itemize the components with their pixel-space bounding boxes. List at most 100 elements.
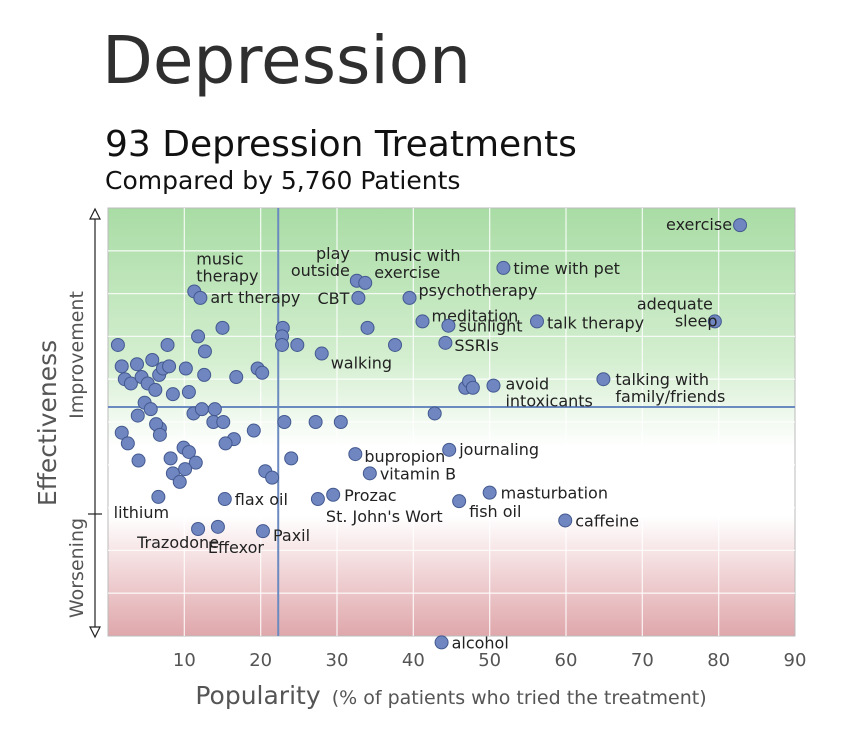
point-label-line: play — [316, 244, 350, 263]
scatter-point — [218, 436, 233, 451]
point-label: Paxil — [273, 526, 310, 545]
scatter-point — [326, 487, 341, 502]
x-tick-label: 20 — [249, 650, 272, 671]
x-axis-label: Popularity (% of patients who tried the … — [195, 681, 706, 710]
scatter-point — [172, 474, 187, 489]
point-label: lithium — [114, 503, 169, 522]
scatter-point — [114, 425, 129, 440]
point-label: psychotherapy — [419, 281, 538, 300]
scatter-point — [402, 290, 417, 305]
point-label-line: walking — [331, 354, 392, 373]
scatter-point — [194, 402, 209, 417]
scatter-point — [351, 290, 366, 305]
point-label: flax oil — [235, 490, 288, 509]
scatter-point — [114, 359, 129, 374]
scatter-point — [441, 318, 456, 333]
point-label-line: psychotherapy — [419, 281, 538, 300]
scatter-point — [120, 436, 135, 451]
scatter-point — [110, 337, 125, 352]
point-label: time with pet — [513, 259, 620, 278]
point-label-line: CBT — [317, 289, 349, 308]
scatter-point — [143, 402, 158, 417]
scatter-point — [216, 415, 231, 429]
point-label-line: fish oil — [469, 502, 521, 521]
scatter-point — [145, 352, 160, 367]
point-label-line: sunlight — [458, 317, 522, 336]
point-label-line: flax oil — [235, 490, 288, 509]
point-label-line: caffeine — [575, 511, 639, 530]
point-label-line: music — [196, 249, 243, 268]
scatter-point — [438, 335, 453, 350]
scatter-point — [188, 455, 203, 470]
x-tick-label: 70 — [631, 650, 654, 671]
scatter-point — [197, 344, 212, 359]
scatter-point — [148, 382, 163, 397]
point-label-line: St. John's Wort — [326, 507, 443, 526]
point-label: CBT — [317, 289, 349, 308]
point-label-line: talking with — [615, 370, 709, 389]
scatter-point — [482, 485, 497, 500]
point-label: fish oil — [469, 502, 521, 521]
scatter-point — [210, 519, 225, 534]
scatter-point — [452, 494, 467, 509]
point-label: exercise — [666, 215, 732, 234]
y-axis-arrow-down — [89, 626, 101, 639]
point-label-line: Prozac — [344, 486, 396, 505]
scatter-point — [165, 387, 180, 402]
point-label-line: bupropion — [364, 447, 445, 466]
y-region-improvement: Improvement — [66, 291, 88, 419]
point-label: masturbation — [501, 484, 608, 503]
scatter-point — [197, 367, 212, 382]
x-tick-label: 90 — [784, 650, 807, 671]
point-label: talk therapy — [547, 313, 644, 332]
point-label-line: sleep — [675, 311, 718, 330]
scatter-point — [308, 415, 323, 429]
point-label: Trazodone — [136, 533, 219, 552]
y-axis-arrow-up — [89, 207, 101, 220]
x-axis-label-main: Popularity — [195, 681, 320, 710]
point-label: adequate sleep — [637, 294, 718, 330]
point-label-line: Effexor — [208, 538, 264, 557]
point-label: caffeine — [575, 511, 639, 530]
scatter-point — [123, 376, 138, 391]
point-label: journaling — [458, 440, 539, 459]
point-label-line: Trazodone — [136, 533, 219, 552]
scatter-point — [181, 444, 196, 459]
scatter-point — [465, 380, 480, 395]
scatter-point — [207, 402, 222, 417]
scatter-point — [215, 320, 230, 335]
point-label-line: journaling — [458, 440, 539, 459]
point-label-line: avoid — [505, 375, 549, 394]
scatter-point — [277, 415, 292, 429]
point-label: sunlight — [458, 317, 522, 336]
scatter-point — [596, 372, 611, 387]
point-label-line: outside — [291, 261, 350, 280]
point-label-line: time with pet — [513, 259, 620, 278]
scatter-point — [246, 423, 261, 438]
point-label-line: SSRIs — [454, 336, 498, 355]
y-axis-label: Effectiveness — [33, 340, 62, 506]
point-label-line: masturbation — [501, 484, 608, 503]
scatter-point — [427, 406, 442, 421]
x-tick-label: 60 — [555, 650, 578, 671]
scatter-point — [314, 346, 329, 361]
scatter-point — [191, 329, 206, 344]
scatter-point — [558, 513, 573, 528]
scatter-point — [255, 365, 270, 380]
scatter-point — [130, 357, 145, 372]
scatter-point — [284, 451, 299, 466]
scatter-point — [388, 337, 403, 352]
point-label-line: lithium — [114, 503, 169, 522]
scatter-point — [348, 447, 363, 462]
scatter-point — [733, 218, 748, 233]
x-tick-label: 10 — [173, 650, 196, 671]
point-label: Prozac — [344, 486, 396, 505]
point-label-line: exercise — [666, 215, 732, 234]
chart-subtitle: Compared by 5,760 Patients — [105, 166, 461, 195]
scatter-point — [217, 492, 232, 507]
scatter-point — [362, 466, 377, 481]
chart-title: 93 Depression Treatments — [105, 124, 577, 165]
x-tick-label: 80 — [707, 650, 730, 671]
point-label: play outside — [291, 244, 350, 280]
